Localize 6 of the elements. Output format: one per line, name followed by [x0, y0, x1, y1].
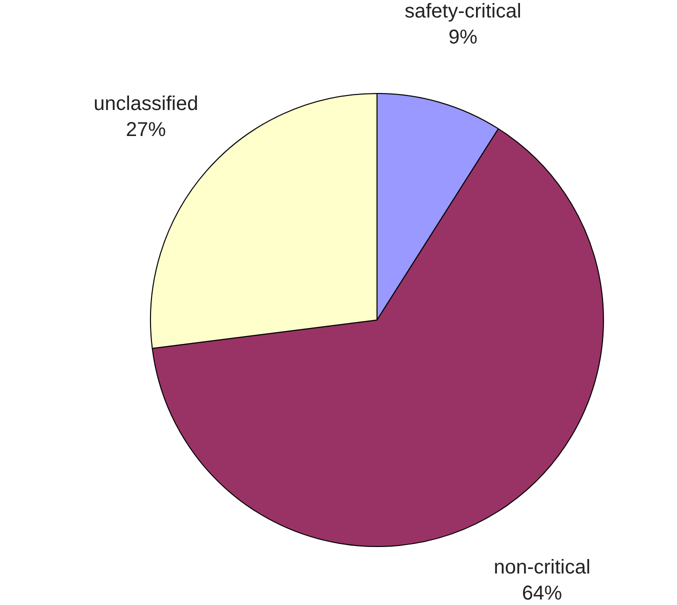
- slice-label: non-critical: [494, 556, 590, 579]
- data-label: 9%: [448, 26, 478, 49]
- slice-label: safety-critical: [404, 0, 522, 23]
- slice-label: unclassified: [94, 92, 198, 115]
- data-label: 27%: [126, 118, 166, 141]
- data-label: 64%: [522, 582, 562, 605]
